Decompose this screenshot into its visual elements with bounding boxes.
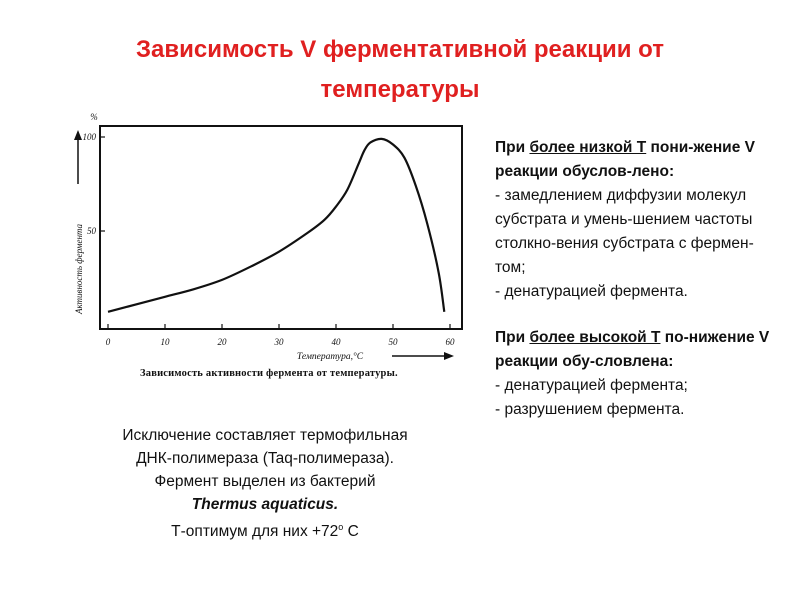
high-t-block: При более высокой Т по-нижение V реакции… <box>495 326 770 422</box>
explanation-panel: При более низкой Т пони-жение V реакции … <box>495 136 770 422</box>
degree-sup: о <box>338 522 344 532</box>
y-unit-label: % <box>90 112 98 122</box>
t-optimum-unit: С <box>343 523 359 541</box>
exception-note: Исключение составляет термофильная ДНК-п… <box>60 424 470 543</box>
high-t-head-a: При <box>495 329 530 346</box>
y-tick-label: 100 <box>83 132 97 142</box>
high-t-head-underlined: более высокой Т <box>529 329 661 346</box>
exception-line-2: ДНК-полимераза (Taq-полимераза). <box>136 450 394 467</box>
low-t-heading: При более низкой Т пони-жение V реакции … <box>495 136 770 184</box>
chart-caption: Зависимость активности фермента от темпе… <box>140 368 398 379</box>
x-tick-label: 40 <box>332 337 342 347</box>
slide-title: Зависимость V ферментативной реакции от … <box>40 30 760 110</box>
y-axis-arrow-head <box>74 130 82 140</box>
x-tick-label: 10 <box>161 337 171 347</box>
high-t-item-2: - разрушением фермента. <box>495 401 685 418</box>
y-axis-label: Активность фермента <box>74 223 84 315</box>
x-tick-label: 20 <box>218 337 228 347</box>
plot-frame <box>99 125 463 330</box>
x-axis-arrow-head <box>444 352 454 360</box>
exception-line-1: Исключение составляет термофильная <box>122 427 408 444</box>
low-t-head-b: пони-жение V реакции обуслов-лено: <box>495 139 755 180</box>
title-line-2: температуры <box>320 76 480 103</box>
x-axis-label: Температура,°С <box>297 351 364 362</box>
species-name: Thermus aquaticus. <box>191 496 339 513</box>
exception-line-3: Фермент выделен из бактерий <box>154 473 376 490</box>
low-t-head-a: При <box>495 139 530 156</box>
title-line-1: Зависимость V ферментативной реакции от <box>136 36 664 63</box>
low-t-item-1: - замедлением диффузии молекул субстрата… <box>495 187 754 276</box>
t-optimum-text: Т-оптимум для них +72 <box>171 523 339 541</box>
x-tick-label: 50 <box>389 337 399 347</box>
low-t-block: При более низкой Т пони-жение V реакции … <box>495 136 770 304</box>
y-tick-label: 50 <box>87 226 97 236</box>
high-t-item-1: - денатурацией фермента; <box>495 377 688 394</box>
x-tick-label: 30 <box>274 337 285 347</box>
activity-curve <box>107 137 446 313</box>
exception-line-5: Т-оптимум для них +72о С <box>60 516 470 543</box>
low-t-item-2: - денатурацией фермента. <box>495 283 688 300</box>
low-t-head-underlined: более низкой Т <box>529 139 647 156</box>
high-t-heading: При более высокой Т по-нижение V реакции… <box>495 326 770 374</box>
temperature-activity-chart: 0 10 20 30 40 50 60 50 100% Активность фермента Те… <box>60 104 480 394</box>
x-tick-label: 60 <box>446 337 456 347</box>
x-tick-label: 0 <box>106 337 111 347</box>
high-t-head-b: по-нижение V реакции обу-словлена: <box>495 329 770 370</box>
